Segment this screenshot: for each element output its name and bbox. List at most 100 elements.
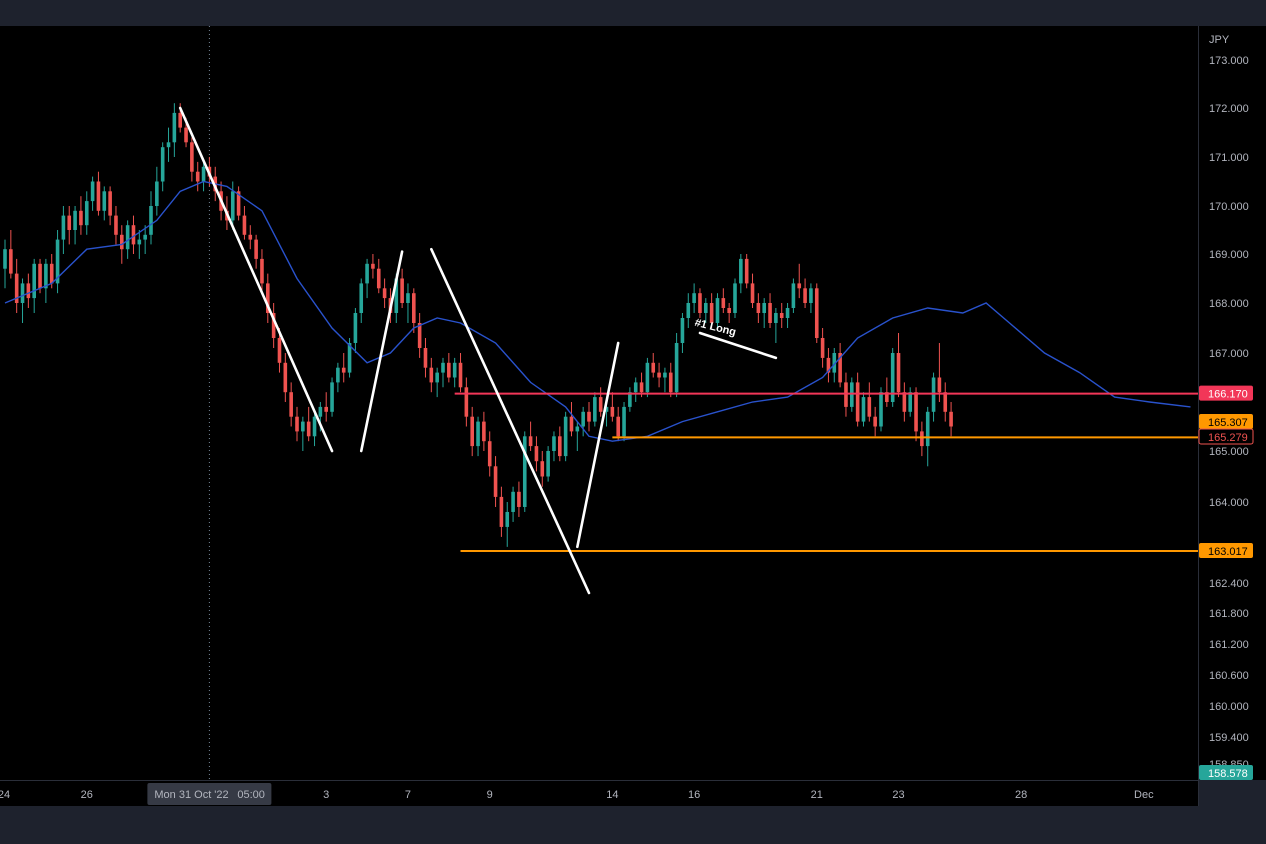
candle — [908, 387, 912, 417]
candle — [587, 402, 591, 432]
price-axis[interactable]: 173.000 172.000 171.000 170.000 169.000 168.0… — [1209, 55, 1249, 771]
candle — [464, 377, 469, 427]
time-tick-label: 7 — [405, 789, 411, 801]
candle-body — [464, 387, 469, 417]
candle-body — [476, 421, 480, 447]
candle-body — [271, 313, 276, 338]
candle-body — [628, 392, 632, 407]
candle — [14, 258, 19, 313]
candle-body — [283, 362, 288, 393]
candle — [458, 353, 463, 393]
time-tick-label: 21 — [811, 789, 823, 801]
candle — [698, 288, 702, 318]
price-tag-background — [1199, 385, 1253, 401]
candle — [266, 273, 270, 323]
candle-body — [172, 112, 177, 143]
crosshair-time-label-background — [147, 783, 272, 805]
candle-body — [855, 382, 860, 422]
candle — [803, 278, 807, 308]
price-tick-label: 162.400 — [1209, 578, 1249, 590]
candle-body — [201, 166, 206, 182]
candle-body — [108, 191, 112, 216]
time-axis[interactable]: 24 26 3 7 9 14 16 21 23 28 Dec — [0, 789, 1154, 801]
price-tag-label: 165.307 — [1208, 417, 1248, 429]
candle-body — [785, 308, 790, 318]
candle — [79, 196, 83, 235]
candle-body — [190, 142, 194, 172]
candle-body — [306, 421, 311, 437]
candle-body — [482, 421, 486, 442]
candle-body — [242, 215, 247, 235]
candle-body — [552, 436, 556, 451]
candle — [260, 249, 264, 294]
candle-body — [657, 372, 661, 378]
candle — [552, 431, 556, 462]
candle — [663, 367, 667, 393]
candle — [709, 293, 714, 328]
candle — [809, 283, 813, 313]
candle-body — [423, 348, 428, 368]
candle — [861, 392, 866, 427]
candle-body — [324, 406, 328, 412]
candle-body — [493, 466, 498, 497]
candle — [622, 402, 626, 442]
candle — [855, 372, 860, 427]
price-tick-label: 164.000 — [1209, 497, 1249, 509]
candle — [628, 387, 632, 412]
candle-body — [412, 293, 416, 323]
candle-body — [756, 303, 761, 313]
candle-body — [120, 234, 124, 250]
trend-line — [178, 106, 334, 453]
candle-body — [447, 362, 451, 378]
candle-body — [598, 397, 603, 412]
candle — [528, 421, 533, 451]
candle — [230, 181, 235, 230]
candle-body — [61, 215, 66, 240]
candle — [727, 303, 731, 323]
candle-body — [902, 392, 907, 412]
price-tick-label: 168.000 — [1209, 298, 1249, 310]
candle-body — [709, 303, 714, 323]
price-tick-label: 160.000 — [1209, 701, 1249, 713]
candle-body — [698, 293, 702, 313]
candle — [26, 273, 31, 308]
candle-body — [890, 353, 895, 402]
candle-body — [365, 263, 369, 284]
candle-body — [721, 298, 726, 308]
candle — [190, 137, 194, 182]
candle-body — [79, 210, 83, 226]
candle — [937, 343, 942, 402]
candle — [38, 258, 42, 294]
price-tag-background — [1199, 765, 1253, 780]
candle-body — [581, 411, 585, 427]
candle — [522, 431, 527, 512]
candle-body — [622, 406, 626, 437]
candle — [739, 254, 743, 294]
candle-body — [645, 362, 650, 393]
candle-body — [733, 283, 737, 313]
price-axis-background — [1198, 26, 1266, 780]
candle-body — [879, 392, 883, 427]
candle-body — [534, 446, 539, 462]
candle-body — [768, 303, 772, 323]
candle-body — [569, 416, 574, 432]
candle — [499, 486, 504, 537]
candle-body — [797, 283, 802, 289]
trend-line — [576, 341, 620, 549]
time-tick-label: 23 — [892, 789, 904, 801]
candle-body — [417, 323, 422, 348]
candle-body — [558, 436, 562, 457]
time-tick-label: Dec — [1134, 789, 1154, 801]
candle-body — [20, 283, 25, 303]
candle-body — [96, 181, 101, 211]
candle — [452, 357, 457, 388]
candle — [353, 308, 358, 353]
candle — [867, 382, 872, 422]
candle — [32, 258, 36, 313]
candle-body — [546, 451, 550, 477]
candle-body — [143, 234, 147, 240]
candle-body — [429, 367, 434, 383]
candle — [487, 431, 492, 477]
price-tick-label: 160.600 — [1209, 670, 1249, 682]
